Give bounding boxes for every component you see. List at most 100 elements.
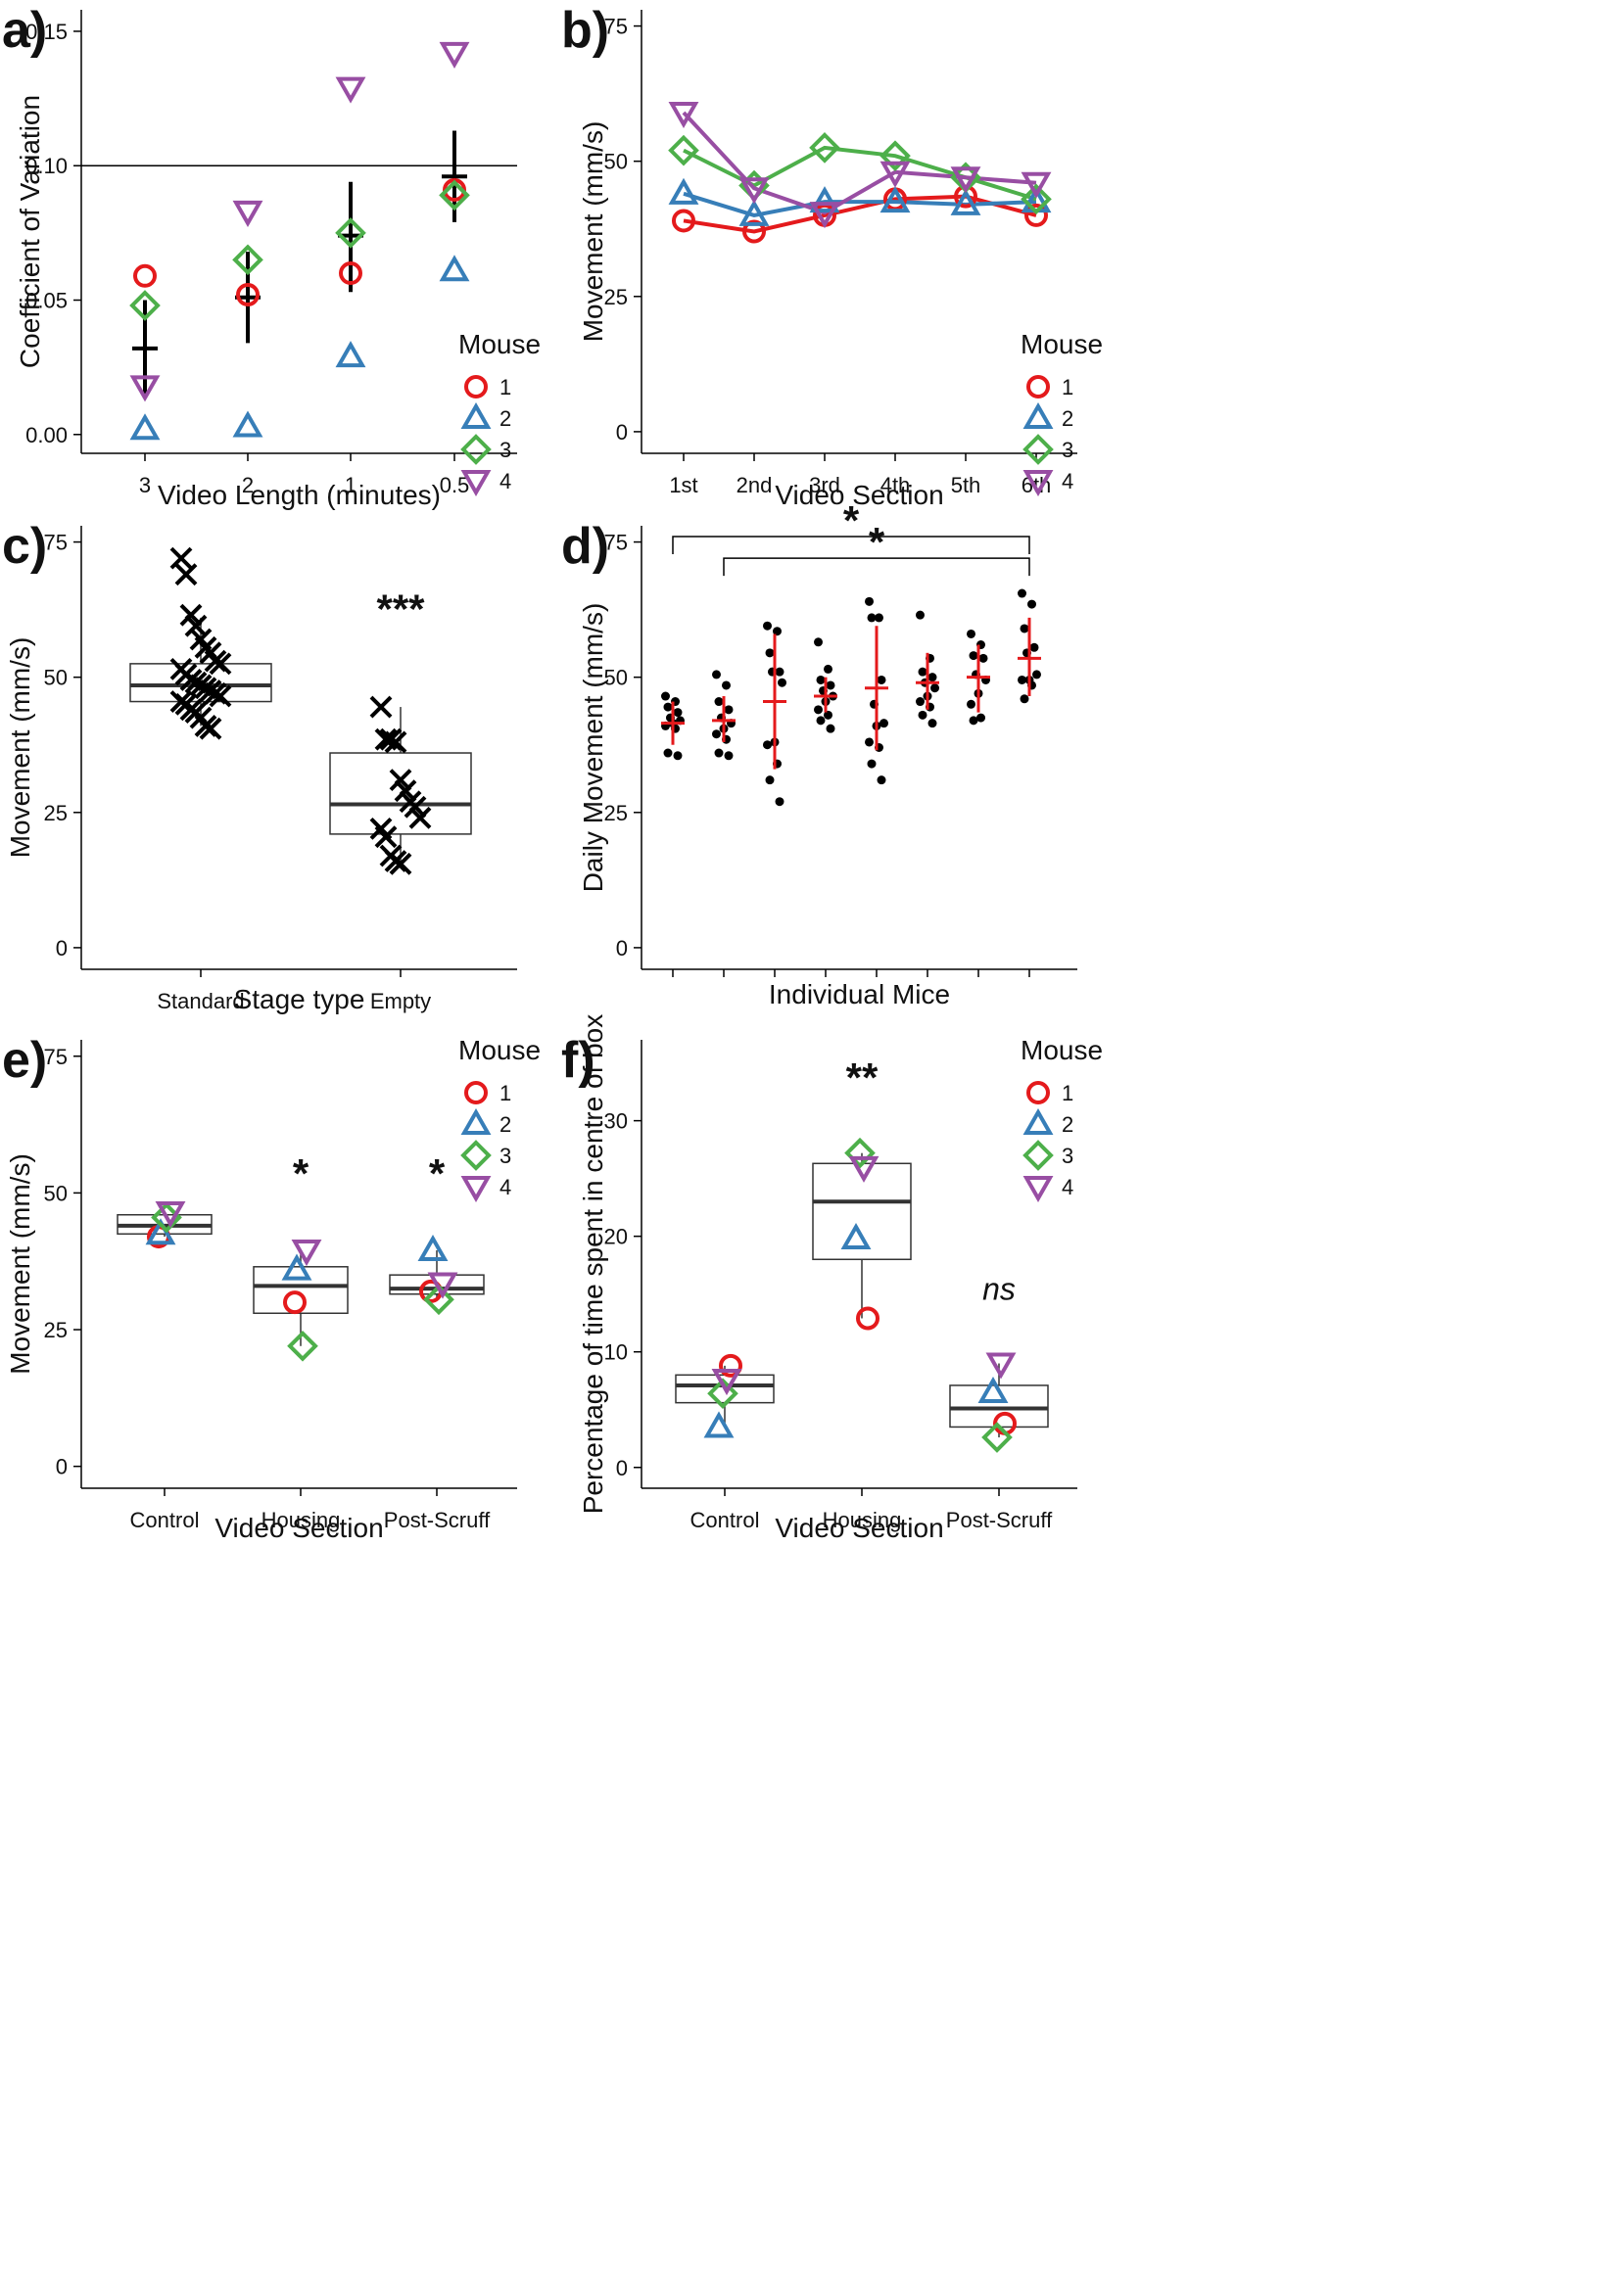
data-point-dot	[765, 775, 775, 785]
legend-marker-1	[464, 375, 488, 398]
data-point-dot	[724, 705, 734, 715]
data-point-dot	[712, 670, 721, 679]
x-tick-label: 3	[139, 473, 151, 497]
legend-title: Mouse	[458, 1035, 541, 1065]
x-tick-label: 5th	[951, 473, 981, 497]
data-point-mouse-1	[283, 1290, 307, 1315]
data-point-mouse-1	[1024, 203, 1048, 227]
data-point-cross-stroke-2	[174, 563, 198, 586]
y-tick-label: 50	[44, 666, 68, 690]
x-tick-label: Standard	[157, 989, 244, 1013]
y-tick-label: 0	[616, 1456, 628, 1480]
data-point-mouse-4	[1021, 171, 1052, 199]
legend-marker-4	[1022, 470, 1054, 497]
y-tick-label: 25	[604, 285, 628, 309]
legend-label: 1	[499, 1081, 511, 1105]
data-point-cross	[384, 730, 407, 754]
data-point-cross	[389, 852, 412, 875]
x-axis-title: Video Section	[775, 1513, 943, 1543]
data-point-dot	[824, 664, 832, 674]
legend-marker-2	[460, 1107, 492, 1135]
data-point-dot	[763, 740, 772, 750]
data-point-mouse-4	[738, 177, 770, 205]
data-point-mouse-2	[417, 1235, 449, 1262]
data-point-mouse-3	[423, 1284, 454, 1316]
legend-label: 3	[1062, 438, 1073, 462]
legend-marker-3	[460, 1140, 492, 1171]
x-tick-label: 0.5	[440, 473, 470, 497]
data-point-dot	[814, 705, 823, 715]
data-point-mouse-1	[236, 283, 260, 307]
y-tick-label: 75	[44, 1045, 68, 1069]
significance-label: *	[869, 519, 885, 565]
data-point-dot	[763, 621, 772, 631]
legend-label: 1	[1062, 1081, 1073, 1105]
panel-letter: c)	[2, 518, 47, 575]
legend-label: 2	[1062, 1112, 1073, 1137]
data-point-dot	[778, 678, 786, 687]
data-point-mouse-4	[668, 101, 699, 128]
panel-letter: f)	[561, 1032, 595, 1089]
y-tick-label: 75	[604, 15, 628, 39]
data-point-mouse-2	[840, 1222, 872, 1250]
y-tick-label: 0	[616, 936, 628, 961]
data-point-mouse-4	[232, 200, 263, 227]
data-point-dot	[865, 596, 874, 606]
data-point-mouse-2	[738, 199, 770, 226]
data-point-mouse-1	[672, 209, 695, 233]
legend-marker-4	[1022, 1176, 1054, 1203]
data-point-dot	[826, 680, 835, 690]
data-point-cross-stroke-2	[374, 825, 398, 849]
data-point-mouse-2	[703, 1411, 735, 1438]
data-point-dot	[918, 667, 927, 677]
data-point-dot	[765, 648, 775, 658]
data-point-mouse-4	[879, 161, 911, 188]
data-point-dot	[1027, 599, 1036, 609]
data-point-dot	[826, 724, 835, 733]
y-tick-label: 0.10	[25, 154, 68, 178]
data-point-cross	[209, 652, 232, 676]
x-tick-label: 1	[345, 473, 356, 497]
x-tick-label: 1st	[669, 473, 697, 497]
data-point-dot	[875, 613, 883, 623]
series-line-mouse-2	[683, 191, 1037, 217]
significance-bracket	[723, 557, 1030, 577]
data-point-cross-stroke-2	[374, 727, 398, 751]
legend-label: 4	[1062, 1175, 1073, 1199]
y-axis-title: Coefficient of Variation	[15, 95, 45, 368]
legend-marker-3	[1022, 434, 1054, 465]
panel-letter: a)	[2, 2, 47, 59]
x-axis-title: Individual Mice	[769, 979, 950, 1009]
data-point-mouse-2	[335, 341, 366, 368]
legend-label: 3	[499, 1144, 511, 1168]
y-tick-label: 25	[604, 801, 628, 825]
data-point-mouse-4	[155, 1200, 186, 1228]
significance-label: *	[429, 1150, 446, 1196]
y-tick-label: 30	[604, 1109, 628, 1134]
data-point-dot	[916, 610, 925, 620]
legend-marker-1	[1026, 1081, 1050, 1104]
data-point-mouse-2	[809, 186, 840, 213]
series-line-mouse-1	[683, 194, 1037, 234]
data-point-cross-stroke-2	[384, 730, 407, 754]
legend-label: 4	[1062, 469, 1073, 493]
data-point-dot	[775, 797, 784, 807]
significance-label: **	[846, 1054, 879, 1101]
panel-letter: b)	[561, 2, 609, 59]
y-tick-label: 0.00	[25, 423, 68, 447]
legend-label: 4	[499, 1175, 511, 1199]
data-point-dot	[663, 748, 673, 758]
data-point-dot	[867, 613, 877, 623]
y-tick-label: 0.15	[25, 20, 68, 44]
significance-label: *	[843, 497, 860, 543]
data-point-dot	[1029, 642, 1039, 652]
data-point-cross-stroke-2	[209, 652, 232, 676]
legend-title: Mouse	[458, 329, 541, 359]
data-point-mouse-2	[977, 1376, 1009, 1404]
data-point-dot	[967, 629, 975, 638]
data-point-cross	[374, 825, 398, 849]
data-point-cross	[169, 546, 193, 570]
legend-marker-4	[460, 470, 492, 497]
